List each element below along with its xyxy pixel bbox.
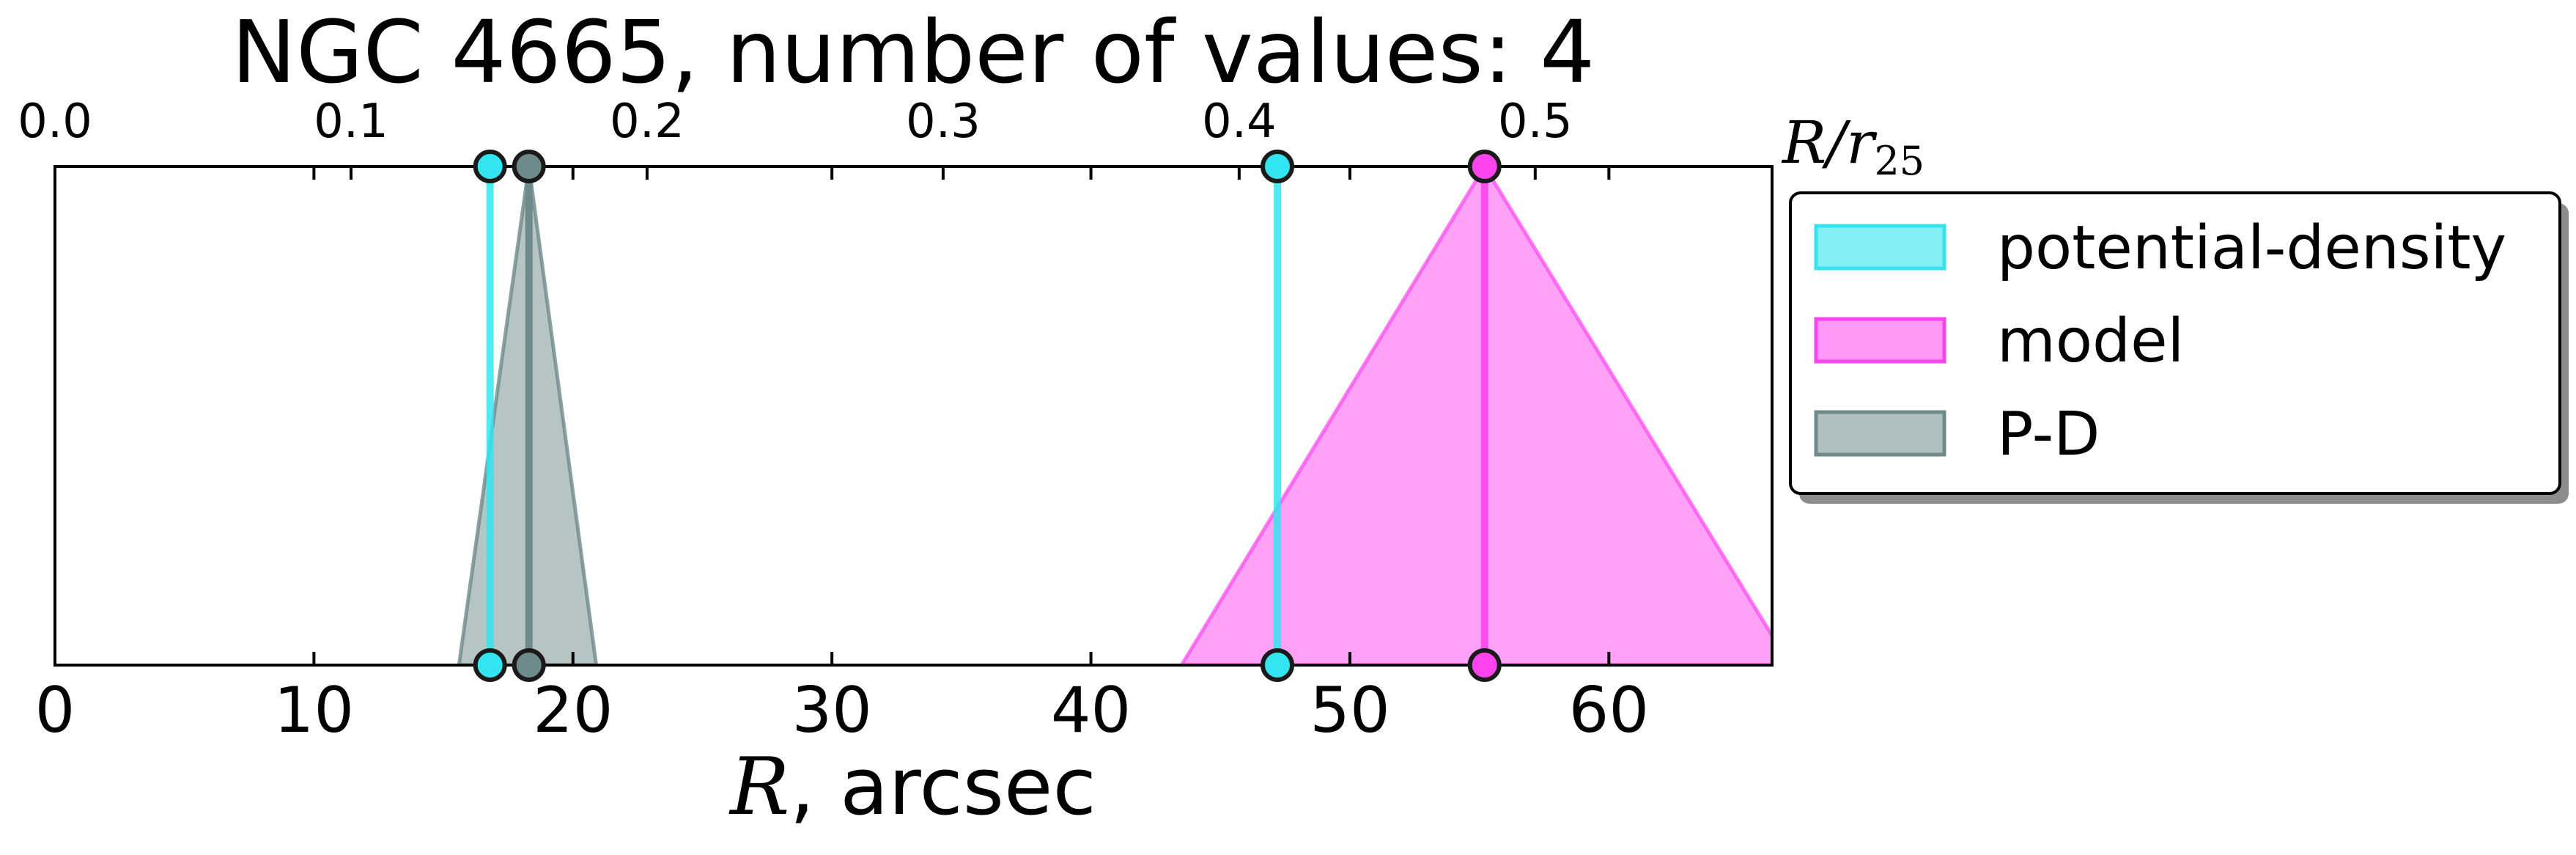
bottom-tick-label: 10 <box>274 674 354 747</box>
x-axis-label-symbol: R <box>728 741 789 833</box>
bottom-tick-label: 40 <box>1051 674 1131 747</box>
top-tick-label: 0.4 <box>1202 95 1277 149</box>
pd-marker <box>512 150 546 183</box>
bottom-tick-label: 20 <box>533 674 613 747</box>
plot-frame <box>53 165 1774 667</box>
legend-label: P-D <box>1997 400 2100 469</box>
top-axis-label-main: R/r <box>1781 109 1878 177</box>
legend: potential-density model P-D <box>1789 191 2569 504</box>
x-axis-label-unit: , arcsec <box>789 741 1096 833</box>
legend-box <box>1789 191 2561 495</box>
chart-title: NGC 4665, number of values: 4 <box>232 1 1595 103</box>
legend-label: potential-density <box>1997 213 2506 283</box>
model-marker <box>1467 150 1502 183</box>
top-tick-label: 0.2 <box>610 95 684 149</box>
top-tick-label: 0.1 <box>314 95 388 149</box>
legend-swatch <box>1814 224 1946 271</box>
plot-area <box>457 166 1772 665</box>
legend-label: model <box>1997 307 2184 376</box>
top-x-axis: 0.0 0.1 0.2 0.3 0.4 0.5 <box>18 95 1573 180</box>
potential-density-marker <box>473 648 507 682</box>
bottom-tick-label: 50 <box>1310 674 1390 747</box>
data-markers <box>473 150 1502 682</box>
bottom-tick-label: 30 <box>791 674 871 747</box>
top-tick-label: 0.3 <box>906 95 981 149</box>
top-tick-label: 0.0 <box>18 95 92 149</box>
model-marker <box>1467 648 1502 682</box>
pd-marker <box>512 648 546 682</box>
x-axis-label: R, arcsec <box>728 741 1096 833</box>
bottom-x-axis: 0 10 20 30 40 50 60 <box>35 166 1649 747</box>
model-area <box>1179 166 1772 665</box>
bottom-tick-label: 60 <box>1569 674 1649 747</box>
top-tick-label: 0.5 <box>1498 95 1573 149</box>
legend-swatch <box>1814 410 1946 457</box>
bottom-tick-label: 0 <box>35 674 75 747</box>
legend-items: potential-density model P-D <box>1814 213 2506 469</box>
legend-swatch <box>1814 317 1946 364</box>
potential-density-marker <box>1261 648 1295 682</box>
top-axis-label: R/r25 <box>1781 109 1924 184</box>
potential-density-marker <box>1261 150 1295 183</box>
top-axis-label-subscript: 25 <box>1874 138 1924 184</box>
potential-density-marker <box>473 150 507 183</box>
